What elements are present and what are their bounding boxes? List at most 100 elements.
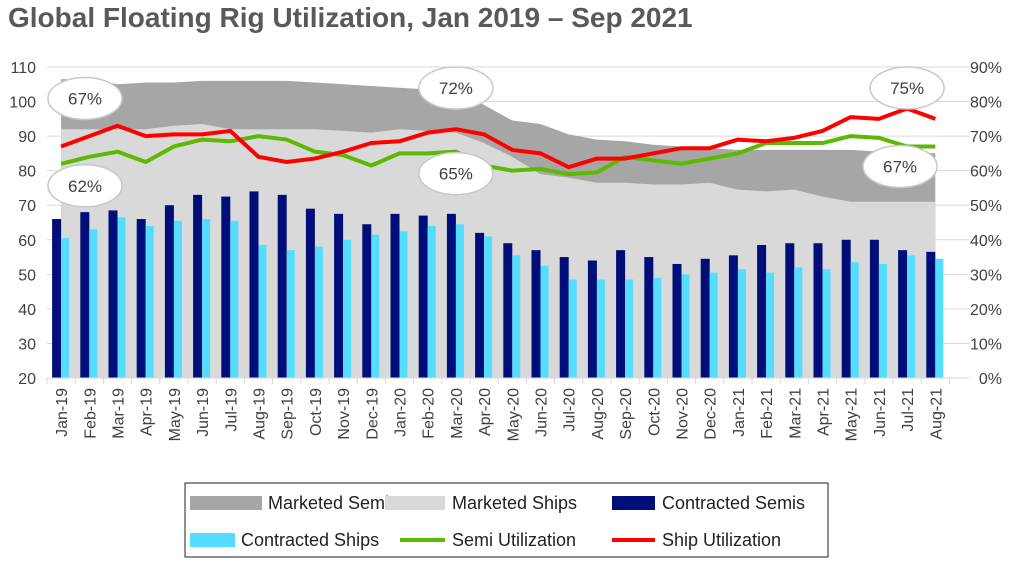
x-tick-label: Dec-20 (703, 388, 720, 440)
legend-label-contracted-semis: Contracted Semis (662, 493, 805, 513)
bar-contracted-semis (475, 232, 485, 378)
bar-contracted-ships (145, 225, 154, 378)
annotation-label: 67% (883, 157, 917, 176)
annotation-bubble (47, 76, 123, 121)
bar-contracted-semis (672, 263, 682, 378)
chart-title: Global Floating Rig Utilization, Jan 201… (8, 2, 693, 33)
x-tick-label: Jun-20 (534, 388, 551, 437)
bar-contracted-ships (117, 217, 126, 378)
line-ship-utilization (60, 106, 936, 170)
x-tick-label: Sep-20 (618, 388, 635, 440)
left-tick-label: 40 (18, 302, 36, 319)
bar-contracted-semis (249, 191, 259, 378)
legend-label-marketed-semis: Marketed Semis (268, 493, 398, 513)
right-tick-label: 80% (970, 95, 1002, 112)
x-tick-label: Oct-19 (308, 388, 325, 436)
bar-contracted-semis (587, 260, 597, 378)
left-tick-label: 80 (18, 164, 36, 181)
left-tick-label: 110 (10, 60, 36, 77)
bar-contracted-semis (108, 210, 118, 378)
bar-contracted-semis (869, 239, 879, 378)
bar-contracted-semis (418, 215, 428, 378)
bar-contracted-semis (446, 213, 456, 378)
x-tick-label: Feb-20 (421, 388, 438, 439)
right-tick-label: 70% (970, 129, 1002, 146)
bar-contracted-semis (277, 194, 287, 378)
bar-contracted-ships (907, 255, 916, 378)
bar-contracted-semis (926, 251, 936, 378)
x-tick-label: Dec-19 (364, 388, 381, 440)
bar-contracted-semis (503, 243, 513, 378)
x-tick-label: Mar-20 (449, 388, 466, 439)
left-tick-label: 50 (18, 267, 36, 284)
annotation-label: 72% (439, 79, 473, 98)
left-tick-label: 100 (9, 95, 36, 112)
x-tick-label: Jul-21 (900, 388, 917, 432)
bar-contracted-ships (512, 255, 521, 378)
bar-contracted-semis (785, 243, 795, 378)
x-tick-label: Nov-20 (675, 388, 692, 440)
bar-contracted-ships (258, 244, 267, 378)
annotation-label: 65% (439, 165, 473, 184)
right-tick-label: 10% (970, 336, 1002, 353)
right-tick-label: 30% (970, 267, 1002, 284)
bar-contracted-ships (596, 279, 605, 378)
bar-contracted-semis (164, 205, 174, 378)
right-tick-label: 90% (970, 60, 1002, 77)
bar-contracted-ships (484, 236, 493, 378)
x-tick-label: Sep-19 (280, 388, 297, 440)
bar-contracted-semis (390, 213, 400, 378)
x-tick-label: Jul-19 (223, 388, 240, 432)
bar-contracted-ships (709, 272, 718, 378)
x-tick-label: May-21 (844, 388, 861, 441)
left-tick-label: 20 (18, 371, 36, 388)
line-semi-utilization (60, 134, 936, 177)
bar-contracted-semis (757, 244, 767, 378)
bar-contracted-ships (766, 272, 775, 378)
bar-contracted-semis (193, 194, 203, 378)
annotation-bubble (47, 164, 123, 208)
bar-contracted-ships (399, 231, 408, 378)
annotation-bubble (418, 151, 494, 196)
right-tick-label: 60% (970, 164, 1002, 181)
x-tick-label: Mar-21 (787, 388, 804, 439)
x-tick-label: May-19 (167, 388, 184, 441)
x-tick-label: Aug-19 (252, 388, 269, 440)
bar-contracted-semis (221, 196, 231, 378)
bar-contracted-semis (334, 213, 344, 378)
bar-contracted-ships (625, 279, 634, 378)
x-tick-label: Oct-20 (646, 388, 663, 436)
x-tick-label: Nov-19 (336, 388, 353, 440)
bar-contracted-ships (61, 238, 70, 378)
legend-label-semi-utilization: Semi Utilization (452, 530, 576, 550)
annotation-label: 67% (68, 89, 102, 108)
left-tick-label: 90 (18, 129, 36, 146)
x-tick-label: Apr-21 (816, 388, 833, 436)
annotation-bubble (862, 144, 938, 189)
bar-contracted-ships (822, 269, 831, 378)
annotation-bubble (418, 66, 494, 110)
x-tick-label: Jan-21 (731, 388, 748, 437)
bar-contracted-ships (878, 263, 887, 378)
bar-contracted-ships (343, 239, 352, 378)
bar-contracted-semis (80, 212, 90, 378)
bar-contracted-semis (136, 219, 146, 378)
bar-contracted-semis (362, 224, 372, 378)
x-tick-label: Mar-19 (111, 388, 128, 439)
x-tick-label: Jun-21 (872, 388, 889, 437)
x-tick-label: Feb-21 (759, 388, 776, 439)
x-tick-label: Jan-19 (54, 388, 71, 437)
bar-contracted-semis (305, 208, 315, 378)
bar-contracted-ships (427, 225, 436, 378)
x-tick-label: Jul-20 (562, 388, 579, 432)
left-tick-label: 60 (18, 233, 36, 250)
bar-contracted-ships (230, 220, 239, 378)
right-tick-label: 50% (970, 198, 1002, 215)
x-tick-label: Jun-19 (195, 388, 212, 437)
bar-contracted-ships (653, 277, 662, 378)
legend-swatch-contracted-semis (612, 496, 655, 510)
right-tick-label: 40% (970, 233, 1002, 250)
bar-contracted-ships (314, 246, 323, 378)
bar-contracted-ships (202, 219, 211, 378)
